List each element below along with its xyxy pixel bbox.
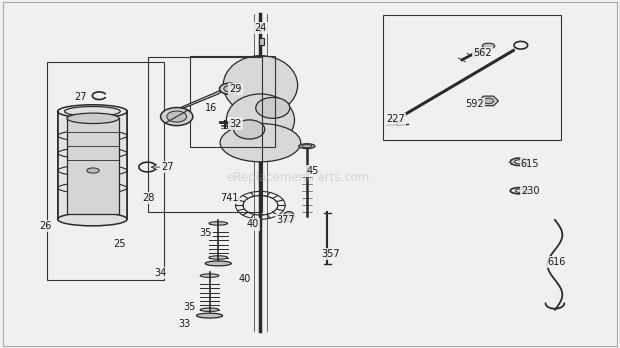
Ellipse shape [167, 111, 187, 122]
Ellipse shape [226, 94, 294, 146]
Ellipse shape [58, 213, 127, 226]
Text: 40: 40 [247, 220, 259, 229]
Polygon shape [163, 85, 232, 117]
Bar [383, 15, 561, 140]
Ellipse shape [234, 120, 265, 139]
Text: 25: 25 [113, 239, 126, 248]
Text: 29: 29 [229, 84, 242, 94]
Bar [259, 38, 264, 45]
Bar [148, 57, 262, 212]
Ellipse shape [161, 108, 193, 126]
Ellipse shape [200, 274, 219, 277]
Text: 35: 35 [200, 228, 212, 238]
Ellipse shape [200, 308, 219, 311]
Ellipse shape [209, 256, 228, 259]
Text: eReplacementParts.com: eReplacementParts.com [226, 171, 370, 184]
Text: 616: 616 [547, 257, 565, 267]
Text: 27: 27 [74, 93, 87, 102]
Ellipse shape [58, 105, 127, 118]
Text: 24: 24 [254, 23, 267, 33]
Ellipse shape [87, 168, 99, 173]
Ellipse shape [302, 145, 312, 148]
Bar [58, 111, 127, 219]
Text: 592: 592 [465, 100, 484, 109]
Text: 45: 45 [307, 166, 319, 176]
Ellipse shape [515, 160, 525, 164]
Text: 562: 562 [473, 48, 492, 58]
Ellipse shape [224, 86, 235, 92]
Bar [67, 118, 119, 214]
Text: 615: 615 [521, 159, 539, 168]
Ellipse shape [209, 222, 228, 225]
Ellipse shape [510, 158, 529, 166]
Ellipse shape [482, 43, 495, 49]
Ellipse shape [299, 144, 315, 149]
Text: 34: 34 [154, 268, 166, 278]
Bar [46, 62, 164, 280]
Ellipse shape [223, 56, 298, 115]
Text: 230: 230 [521, 187, 539, 196]
Text: 27: 27 [161, 162, 174, 172]
Ellipse shape [219, 83, 239, 94]
Ellipse shape [283, 212, 294, 221]
Text: 16: 16 [205, 103, 217, 113]
Text: 26: 26 [39, 221, 51, 231]
Text: 357: 357 [321, 249, 340, 259]
Ellipse shape [205, 261, 231, 266]
Text: 741: 741 [220, 193, 239, 203]
Ellipse shape [220, 124, 301, 162]
Circle shape [484, 98, 494, 104]
Text: 35: 35 [183, 302, 195, 312]
Text: 32: 32 [229, 119, 242, 128]
Bar [190, 56, 275, 147]
Ellipse shape [255, 97, 290, 118]
Text: 377: 377 [276, 215, 294, 225]
Text: 40: 40 [239, 274, 251, 284]
Ellipse shape [67, 113, 119, 124]
Text: 33: 33 [179, 319, 191, 329]
Text: 28: 28 [143, 193, 155, 203]
Ellipse shape [197, 313, 223, 318]
Ellipse shape [64, 106, 120, 116]
Text: 227: 227 [386, 114, 405, 124]
